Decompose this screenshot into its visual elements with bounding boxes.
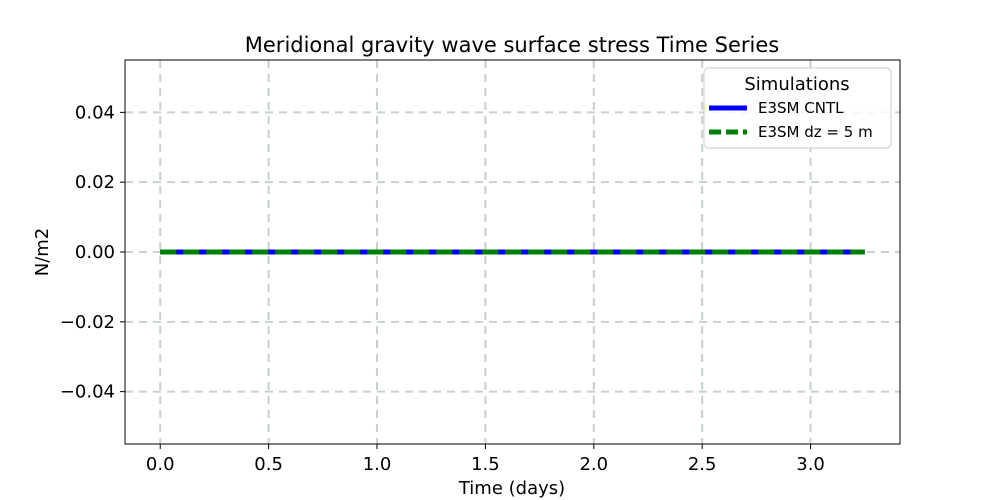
legend-label-2: E3SM dz = 5 m: [758, 123, 873, 141]
y-tick-label: 0.00: [75, 242, 115, 263]
x-axis-title: Time (days): [458, 478, 565, 499]
x-tick-label: 0.0: [146, 454, 175, 475]
x-tick-label: 2.0: [579, 454, 608, 475]
y-axis: 0.04 0.02 0.00 −0.02 −0.04: [60, 102, 125, 403]
legend-box: [703, 67, 892, 149]
y-tick-label: −0.02: [60, 312, 115, 333]
y-axis-title: N/m2: [32, 228, 53, 277]
chart-title: Meridional gravity wave surface stress T…: [245, 33, 779, 57]
x-axis: 0.0 0.5 1.0 1.5 2.0 2.5 3.0: [146, 444, 825, 475]
legend: Simulations E3SM CNTL E3SM dz = 5 m: [703, 67, 892, 149]
y-tick-label: 0.04: [75, 102, 115, 123]
legend-label-1: E3SM CNTL: [758, 99, 844, 117]
legend-title: Simulations: [744, 74, 849, 95]
x-tick-label: 1.0: [363, 454, 392, 475]
x-tick-label: 0.5: [254, 454, 283, 475]
x-tick-label: 2.5: [688, 454, 717, 475]
y-tick-label: 0.02: [75, 172, 115, 193]
x-tick-label: 3.0: [796, 454, 825, 475]
y-tick-label: −0.04: [60, 382, 115, 403]
x-tick-label: 1.5: [471, 454, 500, 475]
